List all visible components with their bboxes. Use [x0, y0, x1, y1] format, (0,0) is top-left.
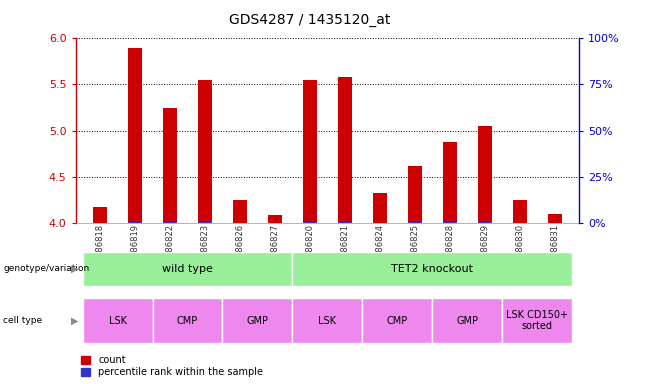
- Bar: [363, 298, 432, 343]
- Bar: [292, 252, 572, 286]
- Bar: [83, 252, 292, 286]
- Bar: [547, 214, 561, 223]
- Bar: [128, 48, 142, 223]
- Text: GMP: GMP: [247, 316, 268, 326]
- Bar: [93, 207, 107, 223]
- Bar: [292, 298, 363, 343]
- Text: cell type: cell type: [3, 316, 42, 325]
- Text: LSK: LSK: [109, 316, 126, 326]
- Bar: [338, 77, 352, 223]
- Text: ▶: ▶: [71, 264, 78, 274]
- Text: GDS4287 / 1435120_at: GDS4287 / 1435120_at: [228, 13, 390, 27]
- Bar: [83, 298, 153, 343]
- Bar: [163, 108, 177, 223]
- Text: LSK CD150+
sorted: LSK CD150+ sorted: [506, 310, 568, 331]
- Text: CMP: CMP: [387, 316, 408, 326]
- Bar: [478, 126, 492, 223]
- Text: genotype/variation: genotype/variation: [3, 264, 89, 273]
- Bar: [198, 80, 212, 223]
- Bar: [502, 298, 572, 343]
- Bar: [408, 166, 422, 223]
- Bar: [153, 298, 222, 343]
- Text: wild type: wild type: [162, 264, 213, 274]
- Text: TET2 knockout: TET2 knockout: [392, 264, 473, 274]
- Text: ▶: ▶: [71, 316, 78, 326]
- Bar: [268, 215, 282, 223]
- Bar: [222, 298, 292, 343]
- Bar: [443, 142, 457, 223]
- Bar: [513, 200, 526, 223]
- Bar: [373, 193, 387, 223]
- Bar: [303, 80, 317, 223]
- Text: CMP: CMP: [177, 316, 198, 326]
- Legend: count, percentile rank within the sample: count, percentile rank within the sample: [80, 355, 263, 377]
- Bar: [432, 298, 502, 343]
- Text: LSK: LSK: [318, 316, 336, 326]
- Text: GMP: GMP: [456, 316, 478, 326]
- Bar: [233, 200, 247, 223]
